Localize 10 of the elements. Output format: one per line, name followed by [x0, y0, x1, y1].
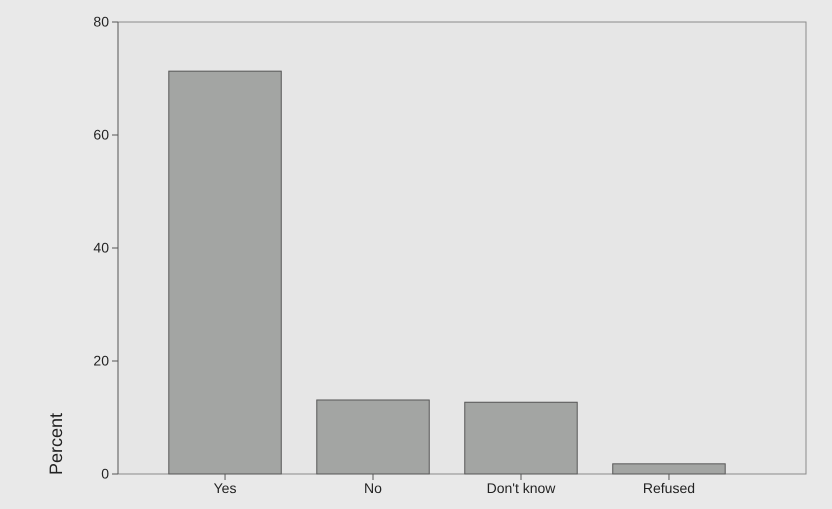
x-tick-label: Refused: [642, 480, 696, 496]
y-axis-title: Percent: [46, 412, 66, 476]
y-tick-label: 40: [93, 239, 110, 256]
y-tick-label: 0: [101, 465, 110, 482]
y-tick-label: 80: [93, 13, 110, 30]
y-tick-label: 20: [93, 352, 110, 368]
x-tick-label: Don't know: [486, 480, 556, 496]
y-tick-label: 60: [93, 126, 110, 142]
x-tick-label: Yes: [214, 480, 236, 496]
x-tick-label: No: [364, 480, 382, 496]
